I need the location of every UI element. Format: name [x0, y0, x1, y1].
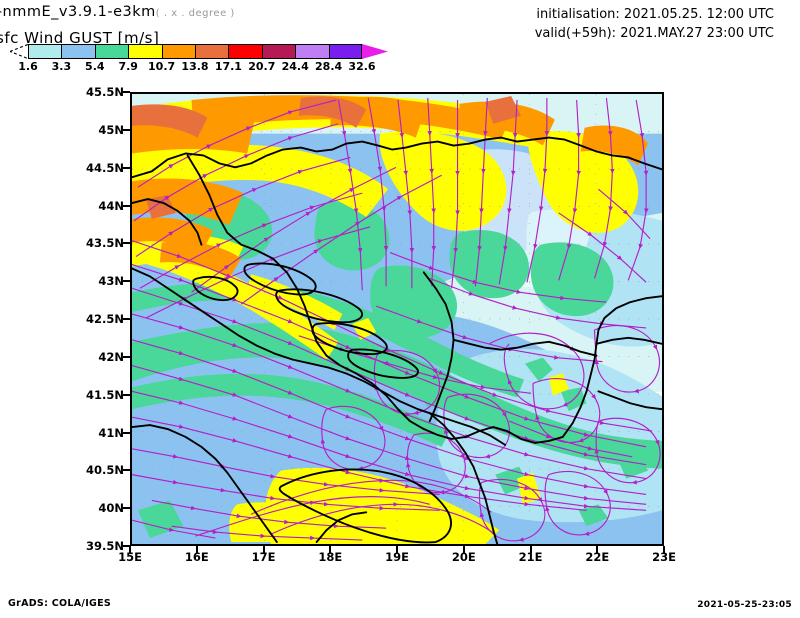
colorbar-segment-7 — [261, 44, 296, 59]
x-axis-tick — [462, 546, 465, 553]
y-axis-tick — [123, 91, 130, 93]
x-axis-label: 23E — [652, 550, 676, 564]
variable-title: sfc Wind GUST [m/s] — [0, 29, 160, 47]
y-axis-tick — [123, 280, 130, 283]
y-axis-label: 39.5N — [86, 539, 124, 553]
colorbar-tick-label: 13.8 — [181, 60, 209, 73]
colorbar-segment-4 — [161, 44, 195, 59]
y-axis-label: 44.5N — [86, 160, 124, 175]
y-axis-label: 45N — [98, 122, 124, 137]
initialisation-time: initialisation: 2021.05.25. 12:00 UTC — [536, 7, 774, 22]
y-axis-label: 40N — [98, 501, 124, 516]
y-axis-tick — [123, 545, 130, 547]
colorbar-segment-0 — [28, 44, 62, 59]
colorbar-segment-6 — [228, 44, 262, 59]
y-axis-label: 41N — [98, 425, 124, 440]
x-axis-tick — [663, 546, 665, 553]
colorbar-tick-label: 10.7 — [148, 60, 176, 73]
x-axis-label: 22E — [585, 550, 610, 564]
colorbar-track — [28, 44, 362, 59]
footer-credit: GrADS: COLA/IGES — [8, 598, 112, 609]
model-resolution-text: ( . x . degree ) — [155, 8, 235, 19]
colorbar-tick-label: 7.9 — [118, 60, 138, 73]
colorbar-ticks: 1.6 3.3 5.4 7.9 10.7 13.8 17.1 20.7 24.4 28.4 32.6 — [18, 59, 375, 73]
y-axis-label: 43N — [98, 274, 124, 289]
colorbar-segment-9 — [328, 44, 362, 59]
wind-gust-field — [132, 94, 662, 544]
colorbar-segment-1 — [61, 44, 95, 59]
colorbar: 1.6 3.3 5.4 7.9 10.7 13.8 17.1 20.7 24.4 28.4 32.6 — [10, 44, 450, 73]
y-axis-tick — [123, 393, 130, 396]
colorbar-segment-3 — [128, 44, 162, 59]
colorbar-over-arrow — [362, 44, 388, 59]
y-axis-tick — [123, 431, 130, 434]
x-axis-tick — [396, 546, 398, 553]
colorbar-tick-label: 3.3 — [51, 60, 72, 73]
map-plot — [130, 92, 664, 546]
run-info: initialisation: 2021.05.25. 12:00 UTC va… — [535, 5, 774, 43]
model-title: f-nmmE_v3.9.1-e3km( . x . degree ) — [0, 4, 235, 20]
y-axis-label: 45.5N — [86, 85, 124, 99]
y-axis-label: 43.5N — [86, 236, 124, 251]
colorbar-tick-label: 24.4 — [281, 60, 309, 73]
model-title-text: f-nmmE_v3.9.1-e3km — [0, 4, 156, 20]
y-axis-label: 41.5N — [86, 387, 124, 402]
x-axis-label: 17E — [251, 550, 276, 564]
x-axis-label: 18E — [318, 550, 343, 564]
colorbar-tick-label: 5.4 — [85, 60, 105, 73]
y-axis-tick — [123, 242, 130, 245]
y-axis-tick — [123, 204, 130, 207]
x-axis-label: 19E — [385, 550, 409, 564]
colorbar-tick-label: 20.7 — [248, 60, 276, 73]
x-axis-label: 21E — [518, 550, 543, 564]
colorbar-tick-label: 28.4 — [315, 60, 343, 73]
colorbar-under-arrow — [10, 44, 29, 59]
colorbar-tick-label: 32.6 — [348, 60, 376, 73]
colorbar-segment-8 — [295, 44, 329, 59]
y-axis-label: 42.5N — [86, 312, 124, 326]
x-axis-label: 16E — [184, 550, 209, 564]
y-axis-tick — [123, 355, 130, 358]
y-axis-tick — [123, 128, 130, 131]
x-axis-tick — [195, 546, 198, 553]
y-axis-label: 42N — [98, 349, 124, 364]
y-axis-tick — [123, 507, 130, 510]
plot-frame — [130, 92, 664, 546]
valid-time: valid(+59h): 2021.MAY.27 23:00 UTC — [534, 26, 774, 41]
colorbar-segment-2 — [94, 44, 129, 59]
colorbar-tick-label: 17.1 — [214, 60, 242, 73]
y-axis-label: 44N — [98, 198, 124, 213]
x-axis-tick — [596, 546, 599, 553]
colorbar-tick-label: 1.6 — [18, 60, 38, 73]
x-axis-label: 20E — [451, 550, 476, 564]
y-axis-tick — [123, 318, 130, 320]
colorbar-segment-5 — [194, 44, 229, 59]
x-axis-tick — [129, 546, 131, 553]
footer-timestamp: 2021-05-25-23:05 — [697, 600, 792, 610]
y-axis-tick — [123, 166, 130, 169]
x-axis-label: 15E — [118, 550, 142, 564]
y-axis-tick — [123, 469, 130, 472]
x-axis-tick — [262, 546, 265, 553]
x-axis-tick — [329, 546, 332, 553]
x-axis-tick — [529, 546, 532, 553]
y-axis-label: 40.5N — [86, 463, 124, 478]
